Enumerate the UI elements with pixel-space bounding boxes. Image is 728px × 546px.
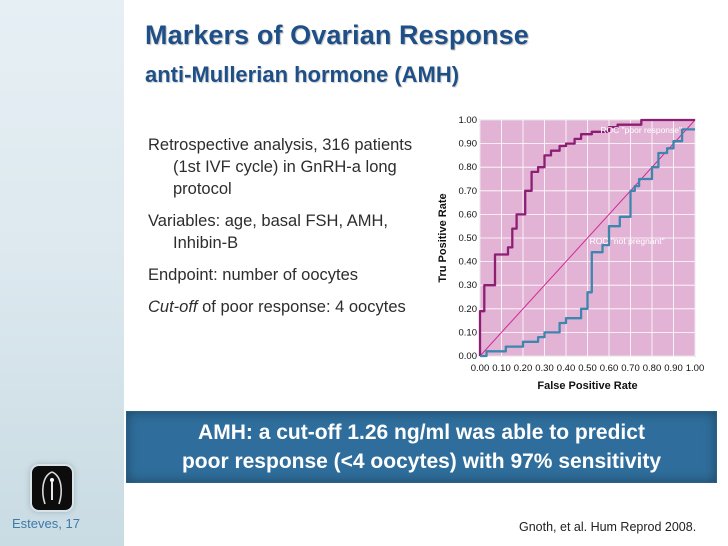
- roc-chart: 0.000.000.100.100.200.200.300.300.400.40…: [437, 115, 705, 392]
- y-tick-label: 0.80: [459, 162, 478, 173]
- key-finding-line-2: poor response (<4 oocytes) with 97% sens…: [181, 450, 662, 473]
- bullet-item: Variables: age, basal FSH, AMH, Inhibin-…: [148, 210, 438, 254]
- slide-number: Esteves, 17: [12, 516, 80, 531]
- bullet-text: Endpoint: number of oocytes: [148, 266, 359, 284]
- y-axis-title: Tru Positive Rate: [437, 193, 449, 282]
- y-tick-label: 0.00: [459, 351, 478, 362]
- slide-title: Markers of Ovarian Response: [145, 20, 529, 50]
- x-tick-label: 0.40: [557, 363, 576, 374]
- x-tick-label: 0.10: [492, 363, 511, 374]
- series-label: ROC "not pregnant": [590, 236, 665, 246]
- slide-subtitle: anti-Mullerian hormone (AMH): [145, 62, 460, 87]
- key-finding-line-1: AMH: a cut-off 1.26 ng/ml was able to pr…: [198, 421, 645, 444]
- bullet-text: of poor response: 4 oocytes: [197, 298, 406, 316]
- bullet-text: Retrospective analysis, 316 patients (1s…: [148, 136, 413, 198]
- y-tick-label: 1.00: [459, 115, 478, 126]
- y-tick-label: 0.90: [459, 139, 478, 150]
- x-tick-label: 0.90: [664, 363, 683, 374]
- citation: Gnoth, et al. Hum Reprod 2008.: [519, 520, 697, 534]
- bullet-item: Cut-off of poor response: 4 oocytes: [148, 296, 438, 318]
- bullet-italic-text: Cut-off: [148, 298, 198, 316]
- y-tick-label: 0.10: [459, 327, 478, 338]
- x-tick-label: 0.60: [600, 363, 619, 374]
- series-label: ROC "poor response": [600, 125, 682, 135]
- bullet-item: Endpoint: number of oocytes: [148, 264, 438, 286]
- y-tick-label: 0.70: [459, 186, 478, 197]
- bullet-list: Retrospective analysis, 316 patients (1s…: [148, 134, 438, 328]
- series-line: [478, 118, 695, 356]
- bullet-text: Variables: age, basal FSH, AMH, Inhibin-…: [148, 212, 388, 252]
- y-tick-label: 0.30: [459, 280, 478, 291]
- x-tick-label: 0.70: [621, 363, 640, 374]
- y-tick-label: 0.40: [459, 257, 478, 268]
- series-line: [480, 128, 695, 358]
- bullet-item: Retrospective analysis, 316 patients (1s…: [148, 134, 438, 200]
- key-finding-box: AMH: a cut-off 1.26 ng/ml was able to pr…: [127, 412, 716, 482]
- x-tick-label: 0.50: [578, 363, 597, 374]
- sidebar-band: Esteves, 17: [0, 0, 124, 546]
- y-tick-label: 0.20: [459, 304, 478, 315]
- logo: [32, 466, 72, 510]
- x-tick-label: 0.00: [471, 363, 490, 374]
- x-tick-label: 0.30: [535, 363, 554, 374]
- x-tick-label: 0.80: [643, 363, 662, 374]
- y-tick-label: 0.60: [459, 209, 478, 220]
- x-axis-title: False Positive Rate: [537, 380, 637, 392]
- y-tick-label: 0.50: [459, 233, 478, 244]
- x-tick-label: 0.20: [514, 363, 533, 374]
- x-tick-label: 1.00: [686, 363, 705, 374]
